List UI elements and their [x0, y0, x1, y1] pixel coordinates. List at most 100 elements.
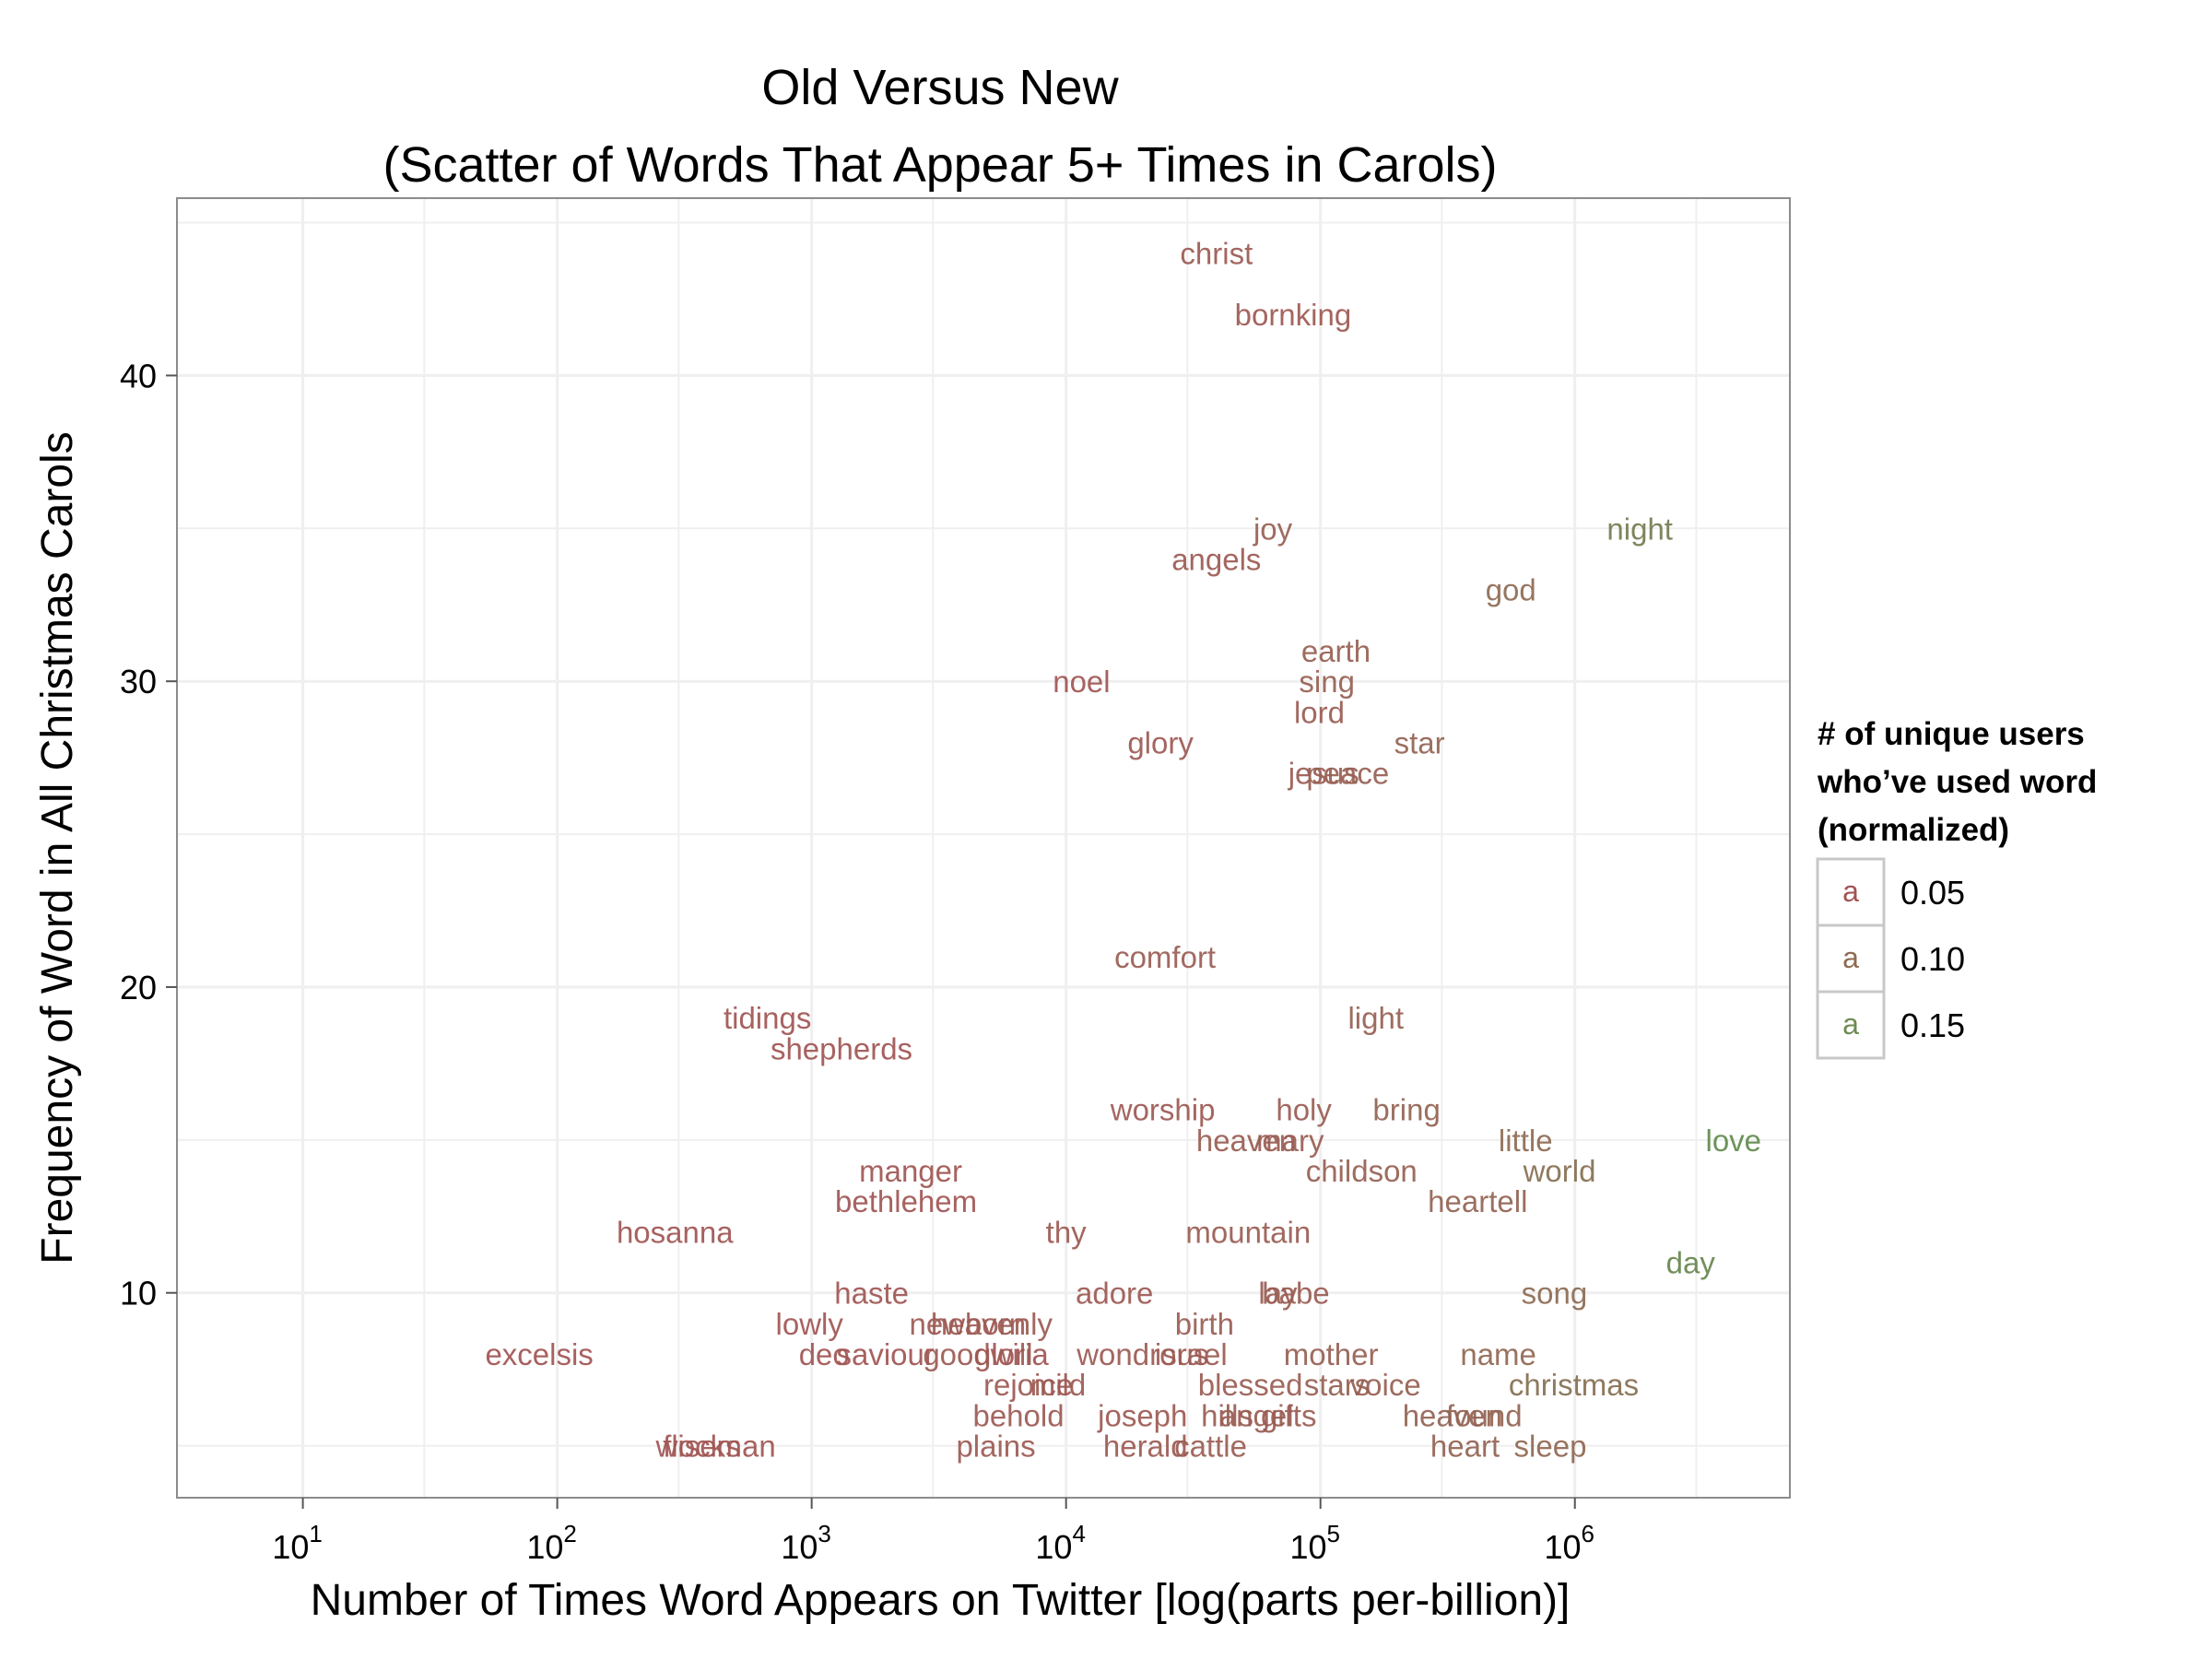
word-label-worship: worship	[1110, 1093, 1216, 1127]
legend-title-line-3: (normalized)	[1818, 812, 2009, 848]
legend-title-line-2: who’ve used word	[1817, 764, 2097, 800]
x-tick-label: 101	[272, 1520, 323, 1566]
word-label-deo: deo	[799, 1337, 850, 1371]
word-label-plains: plains	[956, 1430, 1035, 1464]
legend-entry-label: 0.10	[1900, 940, 1965, 978]
word-label-night: night	[1606, 512, 1673, 546]
legend-keys: a 0.05 a 0.10 a 0.15	[1816, 857, 1965, 1060]
plot-background	[177, 198, 1790, 1498]
word-label-angel: angel	[1219, 1398, 1294, 1432]
x-axis-label: Number of Times Word Appears on Twitter …	[311, 1576, 1571, 1625]
word-label-voice: voice	[1350, 1368, 1421, 1402]
word-label-babe: babe	[1262, 1277, 1329, 1311]
x-axis: 101 102 103 104 105 106	[272, 1498, 1594, 1566]
word-label-blessed: blessed	[1198, 1368, 1303, 1402]
word-label-gifts: gifts	[1261, 1398, 1317, 1432]
x-tick-label: 102	[526, 1520, 577, 1566]
legend-key-glyph: a	[1842, 1007, 1859, 1041]
y-tick-label: 40	[120, 357, 157, 394]
y-tick-label: 20	[120, 969, 157, 1006]
word-label-wondrous: wondrous	[1076, 1337, 1208, 1371]
chart-title-line-2: (Scatter of Words That Appear 5+ Times i…	[382, 137, 1497, 193]
word-label-angels: angels	[1171, 542, 1261, 576]
word-label-bring: bring	[1372, 1093, 1440, 1127]
word-label-lay: lay	[1258, 1277, 1298, 1311]
word-label-rejoice: rejoice	[983, 1368, 1073, 1402]
word-label-comfort: comfort	[1114, 940, 1216, 974]
word-label-birth: birth	[1175, 1307, 1234, 1341]
word-label-light: light	[1347, 1001, 1404, 1035]
word-label-jesus: jesus	[1288, 757, 1359, 791]
plot-frame	[176, 197, 1791, 1499]
word-label-name: name	[1460, 1337, 1536, 1371]
word-label-sleep: sleep	[1514, 1430, 1587, 1464]
word-label-saviour: saviour	[837, 1337, 935, 1371]
chart-title-line-1: Old Versus New	[761, 60, 1119, 115]
word-label-earth: earth	[1301, 634, 1371, 668]
y-axis: 10 20 30 40	[120, 357, 177, 1312]
word-label-bethlehem: bethlehem	[835, 1184, 977, 1218]
word-label-stars: stars	[1304, 1368, 1371, 1402]
word-labels: christ bornking joy night angels god earth noel…	[485, 237, 1761, 1464]
word-label-wiseman: wiseman	[655, 1430, 776, 1464]
grid	[177, 198, 1790, 1498]
word-label-cattle: cattle	[1174, 1430, 1247, 1464]
legend-entry-label: 0.15	[1900, 1006, 1965, 1044]
legend-key	[1816, 990, 1886, 1060]
word-label-israel: israel	[1155, 1337, 1228, 1371]
word-label-world: world	[1523, 1154, 1596, 1188]
word-label-song: song	[1522, 1277, 1588, 1311]
word-label-christ: christ	[1180, 237, 1253, 271]
word-label-gloria: gloria	[974, 1337, 1049, 1371]
legend-entry-label: 0.05	[1900, 874, 1965, 912]
x-tick-label: 106	[1544, 1520, 1594, 1566]
word-label-holy: holy	[1276, 1093, 1332, 1127]
word-label-heavenly: heavenly	[931, 1307, 1053, 1341]
word-label-mary: mary	[1256, 1124, 1324, 1158]
word-label-hills: hills	[1201, 1398, 1253, 1432]
word-label-thy: thy	[1046, 1215, 1088, 1249]
word-label-haste: haste	[834, 1277, 909, 1311]
word-label-herald: herald	[1103, 1430, 1188, 1464]
word-label-day: day	[1666, 1246, 1716, 1280]
word-label-found: found	[1446, 1398, 1523, 1432]
word-label-bornking: bornking	[1235, 298, 1352, 332]
word-label-peace: peace	[1306, 757, 1389, 791]
word-label-god: god	[1486, 573, 1536, 607]
word-label-heaven: heaven	[1196, 1124, 1296, 1158]
word-label-sing: sing	[1299, 665, 1355, 699]
word-label-tidings: tidings	[724, 1001, 811, 1035]
word-label-joy: joy	[1253, 512, 1293, 546]
word-label-heartell: heartell	[1428, 1184, 1527, 1218]
legend-title-line-1: # of unique users	[1818, 716, 2085, 752]
x-tick-label: 103	[781, 1520, 831, 1566]
y-tick-label: 10	[120, 1275, 157, 1312]
x-tick-label: 104	[1035, 1520, 1086, 1566]
word-label-love: love	[1705, 1124, 1761, 1158]
legend: # of unique users who’ve used word (norm…	[1816, 716, 2097, 1060]
word-label-behold: behold	[972, 1398, 1064, 1432]
legend-key-glyph: a	[1842, 941, 1859, 974]
word-label-lowly: lowly	[776, 1307, 844, 1341]
word-label-mountain: mountain	[1185, 1215, 1311, 1249]
word-label-flocks: flocks	[663, 1430, 740, 1464]
word-label-newborn: newborn	[909, 1307, 1026, 1341]
word-label-mother: mother	[1284, 1337, 1379, 1371]
y-axis-label: Frequency of Word in All Christmas Carol…	[33, 431, 82, 1264]
word-label-childson: childson	[1306, 1154, 1418, 1188]
word-label-goodwill: goodwill	[923, 1337, 1032, 1371]
word-label-shepherds: shepherds	[771, 1031, 912, 1065]
legend-key	[1816, 857, 1886, 927]
word-label-adore: adore	[1076, 1277, 1153, 1311]
word-label-glory: glory	[1127, 726, 1194, 760]
word-label-christmas: christmas	[1509, 1368, 1639, 1402]
word-label-little: little	[1499, 1124, 1553, 1158]
word-label-manger: manger	[859, 1154, 962, 1188]
word-label-joseph: joseph	[1097, 1398, 1187, 1432]
word-label-lord: lord	[1294, 695, 1345, 729]
y-tick-label: 30	[120, 663, 157, 700]
legend-key-glyph: a	[1842, 875, 1859, 908]
word-label-heart: heart	[1430, 1430, 1500, 1464]
x-tick-label: 105	[1289, 1520, 1340, 1566]
